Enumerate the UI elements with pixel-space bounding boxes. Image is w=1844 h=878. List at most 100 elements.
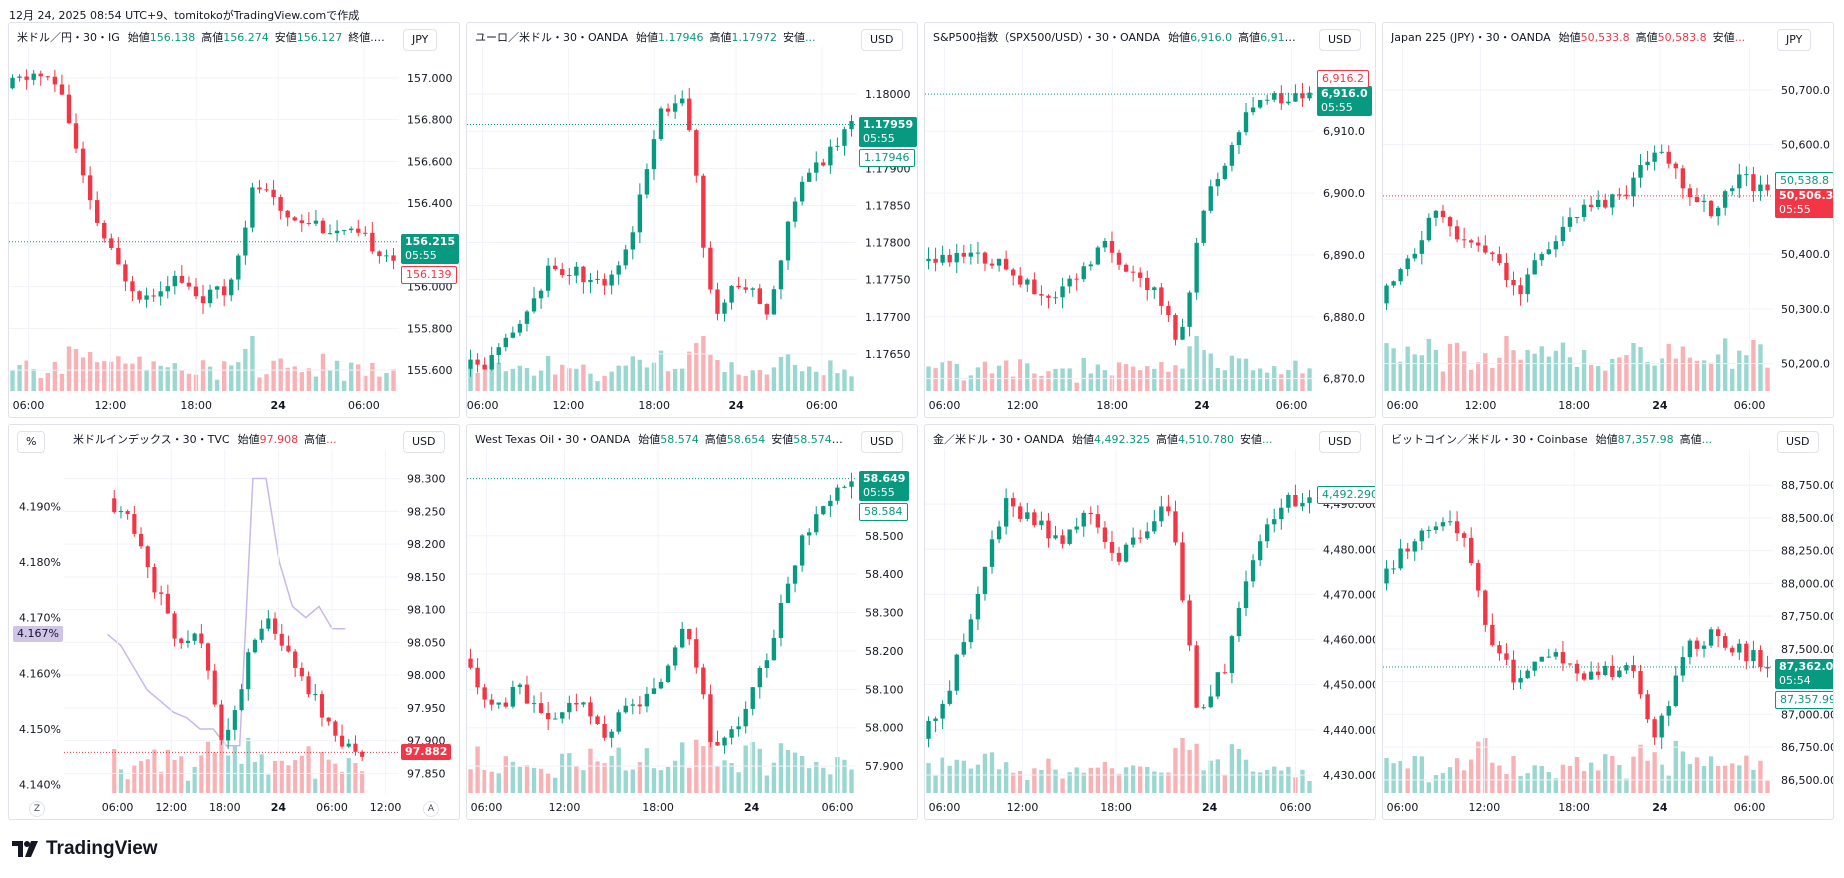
zoom-reset-button[interactable]: Z: [29, 801, 45, 817]
candle-body: [814, 514, 819, 533]
volume-bar: [821, 767, 826, 793]
volume-bar: [701, 746, 706, 793]
volume-bar: [814, 371, 819, 391]
candle-body: [701, 175, 706, 248]
close-price-tag: 6,916.2: [1317, 70, 1369, 89]
chart-canvas-usdjpy[interactable]: 157.000156.800156.600156.400156.200156.0…: [9, 23, 460, 418]
currency-unit-button[interactable]: USD: [1319, 431, 1361, 453]
candle-body: [1659, 715, 1664, 738]
legend-high-value: 50,583.8: [1657, 31, 1707, 44]
chart-legend[interactable]: ユーロ／米ドル・30・OANDA 始値1.17946 高値1.17972 安値...: [475, 29, 822, 45]
chart-panel-dxy[interactable]: 98.300 98.250 98.200 98.150 98.100 98.050 98.0…: [8, 424, 460, 820]
candle-body: [1631, 665, 1636, 672]
chart-panel-xauusd[interactable]: 4,490.000 4,480.000 4,470.000 4,460.000 4,45…: [924, 424, 1376, 820]
volume-bar: [616, 747, 621, 793]
chart-canvas-btcusd[interactable]: 88,750.00 88,500.00 88,250.00 88,000.00 87,7…: [1383, 425, 1834, 820]
candle-body: [538, 703, 544, 713]
x-tick-label: 12:00: [1007, 801, 1039, 814]
volume-bar: [750, 370, 755, 391]
volume-bar: [1152, 771, 1157, 793]
chart-canvas-wti[interactable]: 58.500 58.400 58.300 58.200 58.100 58.000 57.9…: [467, 425, 918, 820]
candle-body: [468, 359, 473, 369]
volume-bar: [45, 373, 50, 391]
volume-bar: [1229, 355, 1235, 391]
chart-legend[interactable]: 米ドル／円・30・IG 始値156.138 高値156.274 安値156.127 終値…: [17, 29, 385, 45]
chart-legend[interactable]: 金／米ドル・30・OANDA 始値4,492.325 高値4,510.780 安値..…: [933, 431, 1279, 447]
y-tick-label: 98.000: [407, 669, 446, 682]
volume-bar: [257, 377, 262, 391]
candle-body: [996, 526, 1002, 540]
chart-legend[interactable]: 米ドルインデックス・30・TVC 始値97.908 高値...: [73, 431, 343, 447]
currency-unit-button[interactable]: USD: [1319, 29, 1361, 51]
chart-panel-jp225[interactable]: 50,700.050,600.050,500.050,400.050,300.0…: [1382, 22, 1834, 418]
chart-canvas-spx[interactable]: 6,910.0 6,900.0 6,890.0 6,880.0 6,870.0 06:00…: [925, 23, 1376, 418]
candle-body: [1680, 657, 1686, 676]
volume-bar: [306, 368, 312, 391]
candle-body: [1187, 292, 1192, 327]
left-unit-button[interactable]: %: [17, 431, 46, 453]
volume-bar: [1694, 360, 1700, 391]
volume-bar: [778, 356, 784, 391]
candle-body: [239, 689, 244, 711]
currency-unit-button[interactable]: JPY: [1777, 29, 1812, 51]
left-y-tick-label: 4.140%: [19, 779, 61, 792]
chart-panel-eurusd[interactable]: 1.180001.179501.179001.178501.178001.177…: [466, 22, 918, 418]
candle-body: [1257, 541, 1263, 561]
candle-body: [1751, 174, 1756, 191]
candle-body: [722, 302, 727, 314]
chart-canvas-xauusd[interactable]: 4,490.0004,480.0004,470.0004,460.0004,45…: [925, 425, 1376, 820]
chart-panel-wti[interactable]: 58.500 58.400 58.300 58.200 58.100 58.000 57.9…: [466, 424, 918, 820]
candle-body: [360, 751, 365, 757]
chart-legend[interactable]: ビットコイン／米ドル・30・Coinbase 始値87,357.98 高値...: [1391, 431, 1718, 447]
y-tick-label: 1.17700: [865, 311, 911, 324]
volume-bar: [1236, 358, 1242, 391]
legend-open-label: 始値: [127, 31, 150, 44]
volume-bar: [38, 378, 43, 391]
chart-canvas-eurusd[interactable]: 1.180001.179501.179001.178501.178001.177…: [467, 23, 918, 418]
currency-unit-button[interactable]: USD: [861, 431, 903, 453]
volume-bar: [1391, 348, 1396, 391]
candle-body: [595, 278, 600, 280]
candle-body: [1715, 207, 1721, 217]
volume-bar: [1546, 356, 1551, 391]
y-tick-label: 155.600: [407, 364, 453, 377]
tradingview-logo[interactable]: TradingView: [12, 838, 158, 860]
chart-legend[interactable]: S&P500指数（SPX500/USD）・30・OANDA 始値6,916.0 高値…: [933, 29, 1301, 45]
close-price-tag: 1.17946: [859, 148, 915, 167]
volume-bar: [1617, 357, 1622, 391]
y-tick-label: 1.17800: [865, 237, 911, 250]
currency-unit-button[interactable]: USD: [861, 29, 903, 51]
legend-open-value: 58.574: [660, 433, 699, 446]
candle-body: [1208, 186, 1213, 211]
candle-body: [1645, 161, 1650, 166]
candle-body: [715, 742, 720, 746]
y-tick-label: 50,600.0: [1781, 139, 1830, 152]
candle-body: [1412, 253, 1417, 259]
volume-bar: [996, 769, 1002, 793]
candle-body: [1483, 590, 1488, 625]
candle-body: [1560, 226, 1566, 242]
chart-panel-usdjpy[interactable]: 157.000156.800156.600156.400156.200156.0…: [8, 22, 460, 418]
volume-bar: [152, 749, 157, 793]
x-tick-label: 06:00: [929, 399, 961, 412]
chart-canvas-dxy[interactable]: 98.300 98.250 98.200 98.150 98.100 98.050 98.0…: [9, 425, 460, 820]
chart-legend[interactable]: Japan 225 (JPY)・30・OANDA 始値50,533.8 高値50,5…: [1391, 29, 1751, 45]
volume-bar: [31, 368, 36, 391]
currency-unit-button[interactable]: JPY: [403, 29, 438, 51]
candle-body: [1426, 529, 1432, 531]
candle-body: [1286, 494, 1291, 508]
chart-legend[interactable]: West Texas Oil・30・OANDA 始値58.574 高値58.654 安…: [475, 431, 843, 447]
volume-bar: [828, 360, 833, 391]
chart-panel-spx[interactable]: 6,910.0 6,900.0 6,890.0 6,880.0 6,870.0 06:00…: [924, 22, 1376, 418]
candle-body: [243, 227, 248, 256]
volume-bar: [771, 762, 777, 793]
currency-unit-button[interactable]: USD: [1777, 431, 1819, 453]
candle-body: [1511, 659, 1516, 683]
currency-unit-button[interactable]: USD: [403, 431, 445, 453]
candle-body: [1173, 315, 1178, 340]
volume-bar: [1236, 748, 1242, 793]
chart-canvas-jp225[interactable]: 50,700.050,600.050,500.050,400.050,300.0…: [1383, 23, 1834, 418]
candle-body: [1293, 93, 1298, 102]
chart-panel-btcusd[interactable]: 88,750.00 88,500.00 88,250.00 88,000.00 87,7…: [1382, 424, 1834, 820]
auto-scale-button[interactable]: A: [423, 801, 439, 817]
